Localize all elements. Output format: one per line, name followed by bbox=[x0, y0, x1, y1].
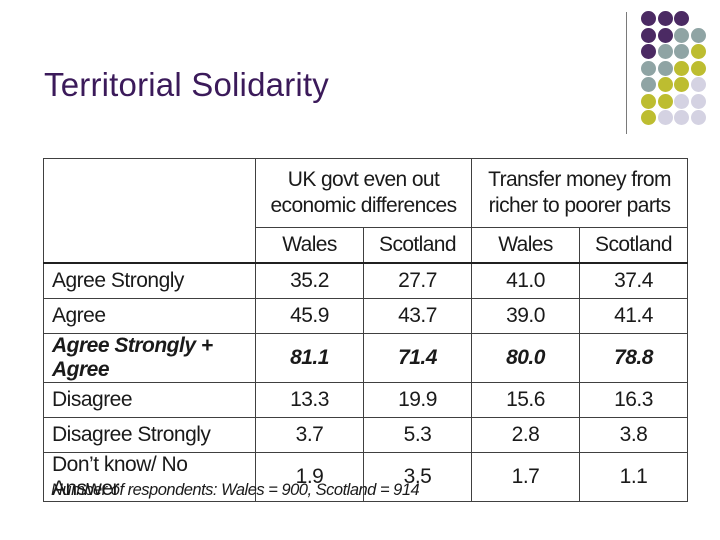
decorative-dot bbox=[690, 110, 706, 125]
table-cell: 3.5 bbox=[363, 452, 472, 502]
decorative-divider-line bbox=[626, 12, 627, 134]
decorative-dot bbox=[690, 93, 706, 109]
subheader-wales: Wales bbox=[471, 227, 580, 264]
decorative-dot bbox=[657, 11, 673, 26]
decorative-dot bbox=[674, 44, 689, 59]
decorative-dot bbox=[641, 27, 656, 43]
decorative-dot bbox=[657, 44, 673, 59]
table-cell: 1.7 bbox=[471, 452, 580, 502]
table-cell: 37.4 bbox=[579, 262, 688, 299]
table-row: Agree 45.9 43.7 39.0 41.4 bbox=[43, 298, 688, 334]
table-group-header-row: UK govt even out economic differences Tr… bbox=[43, 158, 688, 264]
table-cell: 45.9 bbox=[255, 298, 364, 334]
survey-table: UK govt even out economic differences Tr… bbox=[43, 158, 688, 502]
table-cell: 13.3 bbox=[255, 382, 364, 418]
group-header-even-out: UK govt even out economic differences bbox=[255, 158, 472, 228]
row-label: Disagree bbox=[43, 382, 256, 418]
row-label: Agree Strongly + Agree bbox=[43, 333, 256, 383]
table-cell: 1.9 bbox=[255, 452, 364, 502]
slide-title: Territorial Solidarity bbox=[44, 66, 329, 103]
table-cell: 1.1 bbox=[579, 452, 688, 502]
respondents-footnote: Number of respondents: Wales = 900, Scot… bbox=[51, 481, 420, 499]
row-label: Agree bbox=[43, 298, 256, 334]
table-cell: 19.9 bbox=[363, 382, 472, 418]
table-row: Disagree Strongly 3.7 5.3 2.8 3.8 bbox=[43, 417, 688, 453]
table-cell: 80.0 bbox=[471, 333, 580, 383]
table-row-total: Agree Strongly + Agree 81.1 71.4 80.0 78… bbox=[43, 333, 688, 383]
table-row: Disagree 13.3 19.9 15.6 16.3 bbox=[43, 382, 688, 418]
row-label: Don’t know/ No Answer bbox=[43, 452, 256, 502]
table-cell: 41.4 bbox=[579, 298, 688, 334]
decorative-dot bbox=[690, 44, 706, 59]
decorative-dot bbox=[641, 77, 656, 92]
decorative-dot bbox=[641, 93, 656, 109]
group-header-transfer-money: Transfer money from richer to poorer par… bbox=[471, 158, 688, 228]
table-cell: 3.8 bbox=[579, 417, 688, 453]
decorative-dot bbox=[690, 60, 706, 76]
decorative-dot bbox=[674, 60, 689, 76]
table-cell: 16.3 bbox=[579, 382, 688, 418]
decorative-dot bbox=[657, 110, 673, 125]
decorative-dot bbox=[657, 60, 673, 76]
table-cell: 2.8 bbox=[471, 417, 580, 453]
decorative-dot bbox=[674, 77, 689, 92]
decorative-dot bbox=[674, 110, 689, 125]
table-cell: 27.7 bbox=[363, 262, 472, 299]
table-row: Don’t know/ No Answer 1.9 3.5 1.7 1.1 bbox=[43, 452, 688, 502]
decorative-dot bbox=[674, 93, 689, 109]
row-label: Agree Strongly bbox=[43, 262, 256, 299]
table-cell: 15.6 bbox=[471, 382, 580, 418]
row-label: Disagree Strongly bbox=[43, 417, 256, 453]
decorative-dot bbox=[641, 60, 656, 76]
subheader-wales: Wales bbox=[255, 227, 364, 264]
subheader-scotland: Scotland bbox=[363, 227, 472, 264]
decorative-dot bbox=[674, 27, 689, 43]
decorative-dot bbox=[674, 11, 689, 26]
decorative-dot bbox=[657, 77, 673, 92]
decorative-dot bbox=[641, 110, 656, 125]
table-row: Agree Strongly 35.2 27.7 41.0 37.4 bbox=[43, 262, 688, 299]
table-cell: 81.1 bbox=[255, 333, 364, 383]
table-corner-cell bbox=[43, 158, 256, 264]
decorative-dot bbox=[657, 27, 673, 43]
decorative-dot bbox=[690, 77, 706, 92]
table-cell: 41.0 bbox=[471, 262, 580, 299]
table-cell: 78.8 bbox=[579, 333, 688, 383]
decorative-dot bbox=[641, 11, 656, 26]
table-cell: 35.2 bbox=[255, 262, 364, 299]
subheader-scotland: Scotland bbox=[579, 227, 688, 264]
decorative-dot bbox=[657, 93, 673, 109]
table-cell: 43.7 bbox=[363, 298, 472, 334]
decorative-dot bbox=[690, 27, 706, 43]
table-subheader-row: Wales Scotland Wales Scotland bbox=[44, 227, 688, 264]
table-cell: 3.7 bbox=[255, 417, 364, 453]
table-cell: 71.4 bbox=[363, 333, 472, 383]
table-cell: 5.3 bbox=[363, 417, 472, 453]
table-cell: 39.0 bbox=[471, 298, 580, 334]
decorative-dot bbox=[641, 44, 656, 59]
